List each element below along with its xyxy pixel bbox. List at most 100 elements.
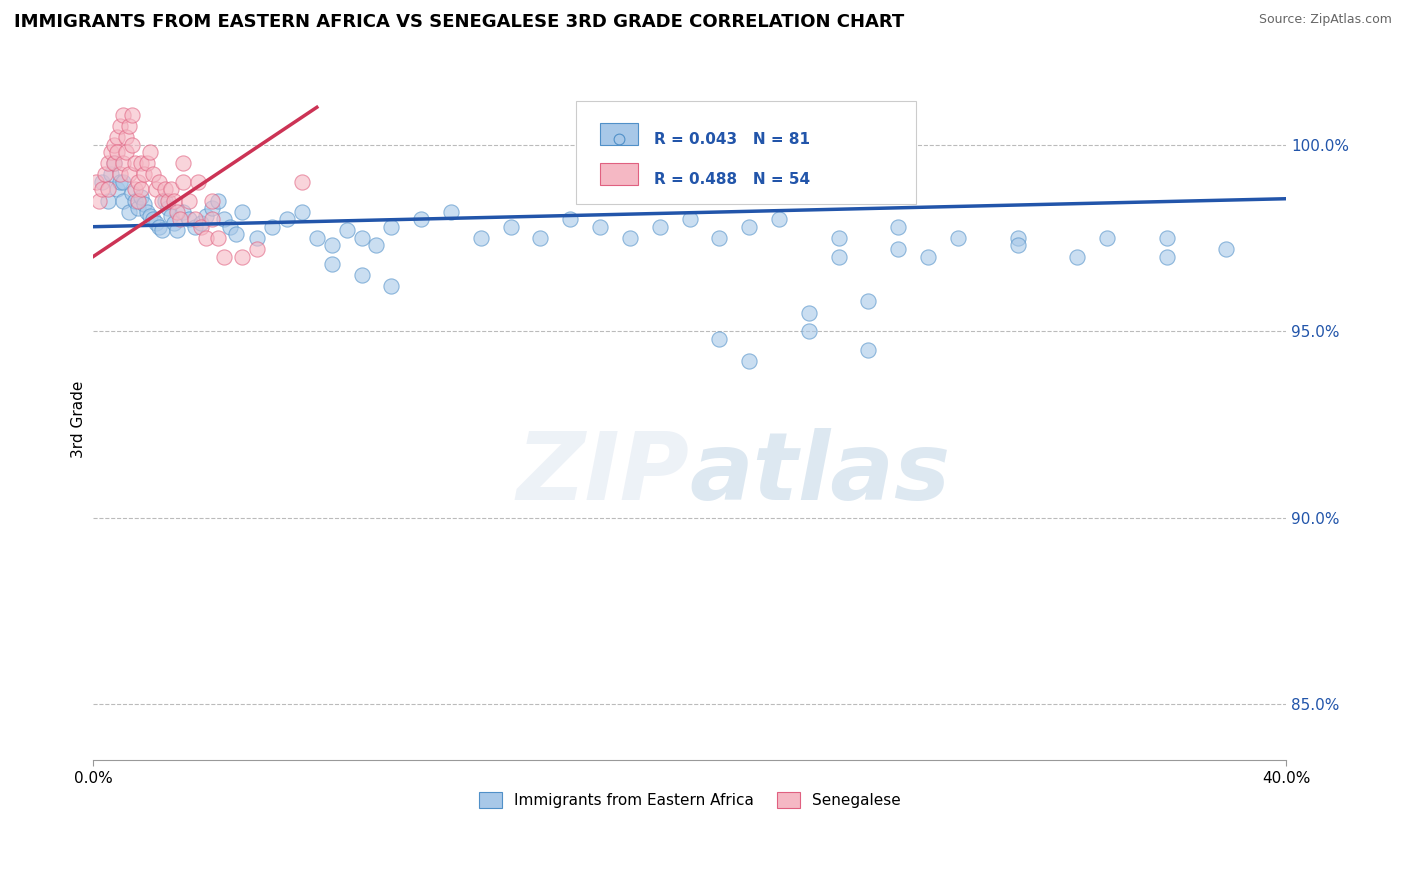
Point (190, 219, 212, 234)
Point (124, 194, 146, 208)
Point (118, 119, 141, 133)
Point (121, 108, 143, 122)
Point (118, 168, 141, 182)
Point (231, 250, 253, 264)
Point (121, 186, 143, 201)
Point (94, 168, 117, 182)
Point (129, 156, 152, 170)
Point (246, 231, 269, 245)
Point (97, 194, 120, 208)
Point (738, 219, 761, 234)
Y-axis label: 3rd Grade: 3rd Grade (72, 380, 86, 458)
Point (132, 168, 155, 182)
Point (127, 201, 149, 215)
FancyBboxPatch shape (600, 123, 638, 145)
Point (142, 212, 165, 227)
Point (145, 182, 167, 196)
Point (350, 268, 373, 283)
Point (207, 231, 229, 245)
Point (560, 212, 582, 227)
Point (225, 227, 247, 242)
Point (827, 231, 849, 245)
Text: R = 0.488   N = 54: R = 0.488 N = 54 (654, 171, 810, 186)
Point (163, 194, 186, 208)
Point (768, 212, 790, 227)
Point (121, 137, 143, 152)
Point (827, 250, 849, 264)
Point (648, 219, 671, 234)
Point (201, 194, 224, 208)
Point (97, 182, 120, 196)
Point (139, 209, 162, 223)
Point (1066, 250, 1088, 264)
Point (108, 168, 131, 182)
Point (89, 194, 111, 208)
Point (1156, 250, 1178, 264)
Point (97, 156, 120, 170)
Point (411, 212, 433, 227)
Point (105, 182, 128, 196)
Point (195, 209, 218, 223)
Point (231, 204, 253, 219)
Point (156, 201, 179, 215)
Point (172, 156, 194, 170)
Point (183, 219, 205, 234)
Point (190, 216, 212, 230)
Point (1007, 231, 1029, 245)
Point (172, 204, 194, 219)
Point (135, 156, 157, 170)
Point (132, 197, 155, 211)
Point (201, 201, 224, 215)
Point (105, 145, 128, 159)
Point (100, 168, 122, 182)
Point (118, 204, 141, 219)
Point (276, 212, 298, 227)
Point (115, 130, 138, 145)
Point (291, 204, 314, 219)
Point (187, 175, 209, 189)
Point (709, 332, 731, 346)
Point (529, 231, 551, 245)
Point (100, 145, 122, 159)
Point (201, 212, 224, 227)
Point (1007, 238, 1029, 252)
Point (135, 204, 157, 219)
Point (183, 212, 205, 227)
FancyBboxPatch shape (576, 102, 917, 203)
Point (440, 204, 463, 219)
Point (619, 231, 641, 245)
Point (214, 212, 236, 227)
Point (470, 231, 492, 245)
Point (105, 130, 128, 145)
Point (1095, 231, 1118, 245)
Point (946, 231, 969, 245)
Point (103, 156, 125, 170)
Point (246, 242, 269, 256)
Text: R = 0.043   N = 81: R = 0.043 N = 81 (654, 132, 810, 147)
Point (129, 182, 152, 196)
Point (207, 194, 229, 208)
Point (103, 137, 125, 152)
Point (150, 194, 173, 208)
Point (150, 223, 173, 237)
Point (797, 324, 820, 338)
Point (127, 175, 149, 189)
Point (172, 175, 194, 189)
Point (91, 182, 114, 196)
Point (262, 219, 284, 234)
Point (380, 279, 402, 293)
Point (499, 219, 522, 234)
Point (129, 190, 152, 204)
Point (709, 231, 731, 245)
Point (1215, 242, 1237, 256)
Point (177, 212, 200, 227)
Point (166, 223, 188, 237)
Point (887, 242, 910, 256)
Text: IMMIGRANTS FROM EASTERN AFRICA VS SENEGALESE 3RD GRADE CORRELATION CHART: IMMIGRANTS FROM EASTERN AFRICA VS SENEGA… (14, 13, 904, 31)
Point (145, 216, 167, 230)
Point (321, 257, 343, 271)
Point (195, 231, 218, 245)
Point (366, 238, 388, 252)
Text: Source: ZipAtlas.com: Source: ZipAtlas.com (1258, 13, 1392, 27)
Point (917, 250, 939, 264)
